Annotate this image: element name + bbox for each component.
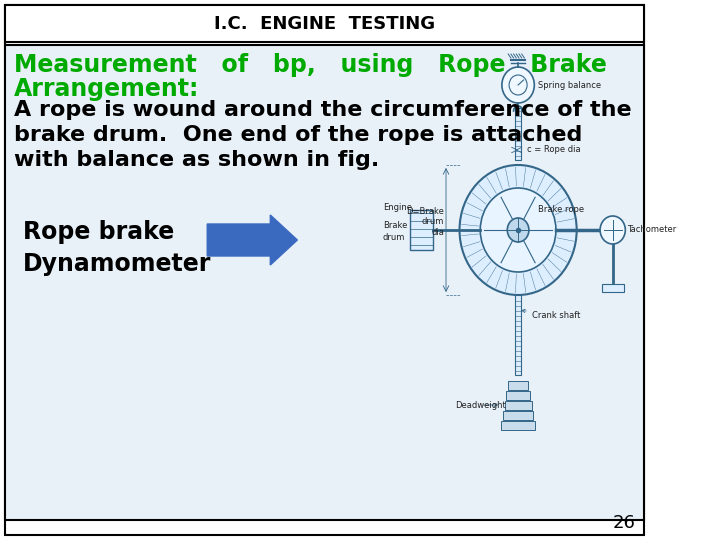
Circle shape <box>600 216 626 244</box>
FancyBboxPatch shape <box>602 284 624 292</box>
Text: Measurement   of   bp,   using   Rope   Brake: Measurement of bp, using Rope Brake <box>14 53 606 77</box>
Circle shape <box>508 218 529 242</box>
FancyBboxPatch shape <box>516 108 521 160</box>
FancyBboxPatch shape <box>516 295 521 375</box>
FancyBboxPatch shape <box>4 5 644 42</box>
Text: Spring balance: Spring balance <box>538 80 601 90</box>
Text: drum: drum <box>383 233 405 242</box>
Text: A rope is wound around the circumference of the: A rope is wound around the circumference… <box>14 100 631 120</box>
FancyBboxPatch shape <box>503 411 534 420</box>
Circle shape <box>502 67 534 103</box>
FancyArrow shape <box>207 215 297 265</box>
Text: D=Brake
drum
dia: D=Brake drum dia <box>406 207 444 237</box>
Text: Crank shaft: Crank shaft <box>522 309 580 320</box>
Text: Brake: Brake <box>383 220 408 230</box>
FancyBboxPatch shape <box>4 45 644 520</box>
Text: Engine: Engine <box>383 204 412 213</box>
FancyBboxPatch shape <box>4 5 644 535</box>
Text: with balance as shown in fig.: with balance as shown in fig. <box>14 150 379 170</box>
FancyBboxPatch shape <box>506 391 530 400</box>
Text: Deadweight: Deadweight <box>455 401 505 409</box>
Circle shape <box>480 188 556 272</box>
Text: Brake rope: Brake rope <box>538 206 584 214</box>
Text: Tachometer: Tachometer <box>627 226 676 234</box>
Text: brake drum.  One end of the rope is attached: brake drum. One end of the rope is attac… <box>14 125 582 145</box>
FancyBboxPatch shape <box>505 401 531 410</box>
Text: c = Rope dia: c = Rope dia <box>527 145 581 154</box>
FancyBboxPatch shape <box>501 421 535 430</box>
FancyBboxPatch shape <box>410 210 433 250</box>
Text: 26: 26 <box>612 514 635 532</box>
Circle shape <box>459 165 577 295</box>
Text: I.C.  ENGINE  TESTING: I.C. ENGINE TESTING <box>214 15 435 33</box>
FancyBboxPatch shape <box>508 381 528 390</box>
Text: Rope brake
Dynamometer: Rope brake Dynamometer <box>22 220 211 275</box>
Text: Arrangement:: Arrangement: <box>14 77 199 101</box>
